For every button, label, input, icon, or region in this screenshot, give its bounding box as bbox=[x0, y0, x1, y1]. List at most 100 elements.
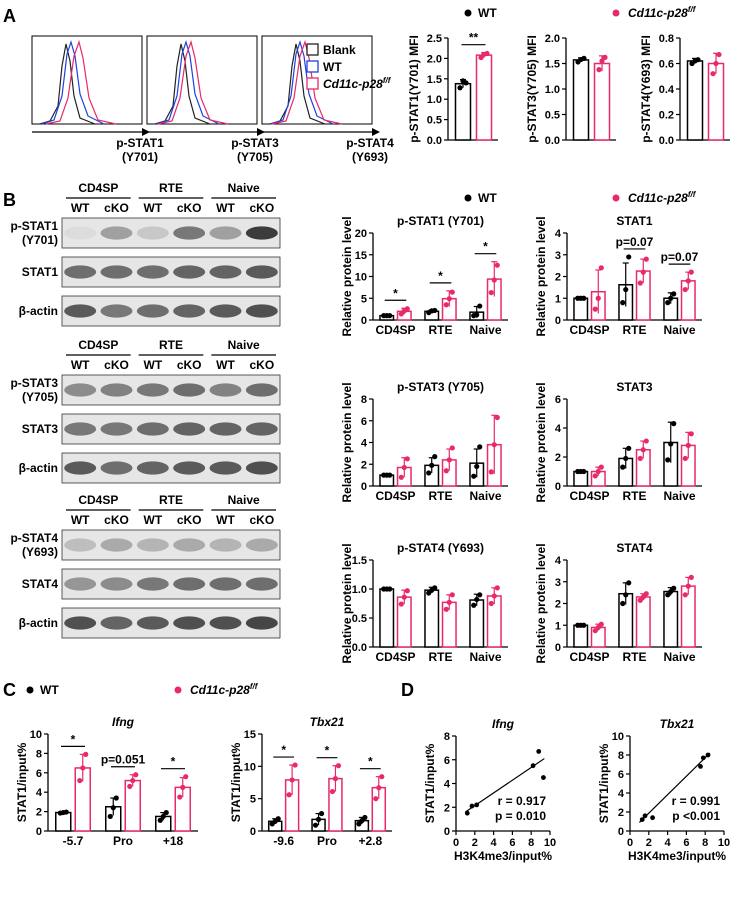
blot-band bbox=[209, 383, 242, 397]
flow-legend-label: WT bbox=[323, 60, 342, 74]
data-point bbox=[494, 585, 500, 591]
data-point bbox=[643, 591, 649, 597]
correlation-stat: r = 0.991 bbox=[672, 794, 721, 808]
significance-label: * bbox=[438, 269, 443, 283]
data-point bbox=[488, 469, 494, 475]
significance-label: * bbox=[368, 755, 373, 769]
chart-x-tick-label: CD4SP bbox=[569, 650, 609, 664]
data-point bbox=[581, 295, 587, 301]
blot-row-label: STAT4 bbox=[22, 577, 59, 591]
significance-label: p=0.07 bbox=[616, 235, 654, 249]
chart-y-label: Relative protein level bbox=[534, 382, 548, 502]
chart-title: p-STAT4 (Y693) bbox=[397, 541, 484, 555]
scatter-point bbox=[639, 817, 645, 822]
data-point bbox=[401, 594, 407, 600]
blot-band bbox=[64, 422, 97, 436]
data-point bbox=[474, 463, 480, 470]
chart-y-tick-label: 4 bbox=[618, 788, 625, 800]
data-point bbox=[671, 291, 677, 297]
chart-x-tick-label: RTE bbox=[623, 489, 647, 503]
chart-y-tick-label: 6 bbox=[361, 416, 367, 428]
data-point bbox=[332, 776, 339, 782]
blot-group-label: Naive bbox=[228, 181, 260, 195]
chart-y-tick-label: 1.0 bbox=[545, 84, 560, 96]
data-point bbox=[127, 783, 133, 789]
chart-y-tick-label: 0 bbox=[555, 642, 561, 654]
data-point bbox=[682, 455, 688, 462]
chart-y-label: Relative protein level bbox=[340, 543, 354, 663]
chart-y-tick-label: 2.0 bbox=[545, 33, 560, 45]
data-point bbox=[477, 303, 483, 309]
data-point bbox=[373, 796, 379, 802]
chart-x-tick-label: -9.6 bbox=[273, 834, 294, 848]
data-point bbox=[312, 822, 319, 828]
chart-y-label: Relative protein level bbox=[340, 382, 354, 502]
data-point bbox=[379, 774, 385, 780]
data-point bbox=[595, 295, 601, 301]
charts: 0.00.51.01.52.02.5p-STAT1(Y701) MFI **0.0… bbox=[15, 31, 730, 863]
data-point bbox=[494, 414, 500, 421]
blot-group-label: CD4SP bbox=[78, 338, 118, 352]
scatter-point bbox=[642, 813, 648, 819]
blot-band bbox=[64, 383, 97, 397]
data-point bbox=[401, 464, 407, 471]
legend-cko-marker bbox=[612, 9, 620, 17]
chart-y-tick-label: 1 bbox=[555, 293, 561, 305]
data-point bbox=[595, 468, 601, 475]
data-point bbox=[626, 254, 632, 260]
blot-band bbox=[64, 304, 97, 318]
chart-y-tick-label: 2 bbox=[555, 599, 561, 611]
chart-x-tick-label: Naive bbox=[663, 489, 695, 503]
blot-band bbox=[209, 538, 242, 552]
regression-line bbox=[465, 758, 545, 813]
chart-y-tick-label: 8 bbox=[361, 394, 367, 406]
data-point bbox=[623, 592, 629, 598]
data-point bbox=[471, 473, 477, 479]
data-point bbox=[457, 85, 463, 91]
chart-y-tick-label: 0.5 bbox=[427, 115, 442, 127]
data-point bbox=[671, 585, 677, 591]
bar-wt bbox=[55, 811, 72, 832]
data-point bbox=[292, 762, 298, 768]
flow-box bbox=[261, 35, 373, 125]
blot-group-label: Naive bbox=[228, 493, 260, 507]
chart-y-tick-label: 0 bbox=[618, 826, 624, 838]
correlation-stat: p = 0.010 bbox=[495, 809, 546, 823]
blot-band bbox=[209, 616, 242, 630]
chart-x-tick-label: Naive bbox=[663, 323, 695, 337]
blot-band bbox=[245, 461, 278, 475]
legend-wt-label: WT bbox=[40, 683, 59, 697]
chart-y-tick-label: 0 bbox=[361, 315, 367, 327]
chart-x-tick-label: RTE bbox=[623, 650, 647, 664]
data-point bbox=[63, 809, 69, 815]
chart-x-tick-label: +18 bbox=[163, 834, 184, 848]
blot-lane-label: cKO bbox=[177, 513, 202, 527]
blot-band bbox=[64, 538, 97, 552]
data-point bbox=[688, 431, 694, 437]
data-point bbox=[446, 599, 452, 605]
legend-cko-superscript: f/f bbox=[688, 5, 697, 14]
bar-cko bbox=[635, 596, 651, 648]
flow-histogram-cko bbox=[45, 39, 117, 125]
blot-band bbox=[173, 422, 206, 436]
chart-y-tick-label: 15 bbox=[355, 250, 367, 262]
bar-wt bbox=[686, 60, 704, 141]
chart-y-tick-label: 8 bbox=[36, 748, 42, 760]
blot-lane-label: WT bbox=[71, 513, 90, 527]
blot-band bbox=[136, 304, 169, 318]
significance-label: * bbox=[325, 744, 330, 758]
blot-row-label: (Y701) bbox=[22, 233, 58, 247]
legend-cko-superscript: f/f bbox=[688, 190, 697, 199]
flow-histogram-blank bbox=[269, 43, 326, 125]
chart-x-tick-label: RTE bbox=[429, 489, 453, 503]
chart-x-tick-label: 0 bbox=[453, 837, 459, 849]
chart-y-tick-label: 10 bbox=[355, 272, 367, 284]
chart-title: p-STAT1 (Y701) bbox=[397, 214, 484, 228]
blot-band bbox=[173, 461, 206, 475]
chart-y-tick-label: 0.0 bbox=[545, 135, 560, 147]
chart-b6: STAT4 0 1 2 3 4 Relative protein level CD4SP RTE… bbox=[534, 541, 702, 664]
flow-axis-site: (Y693) bbox=[352, 150, 388, 164]
blot-band bbox=[100, 461, 133, 475]
data-point bbox=[329, 788, 336, 795]
